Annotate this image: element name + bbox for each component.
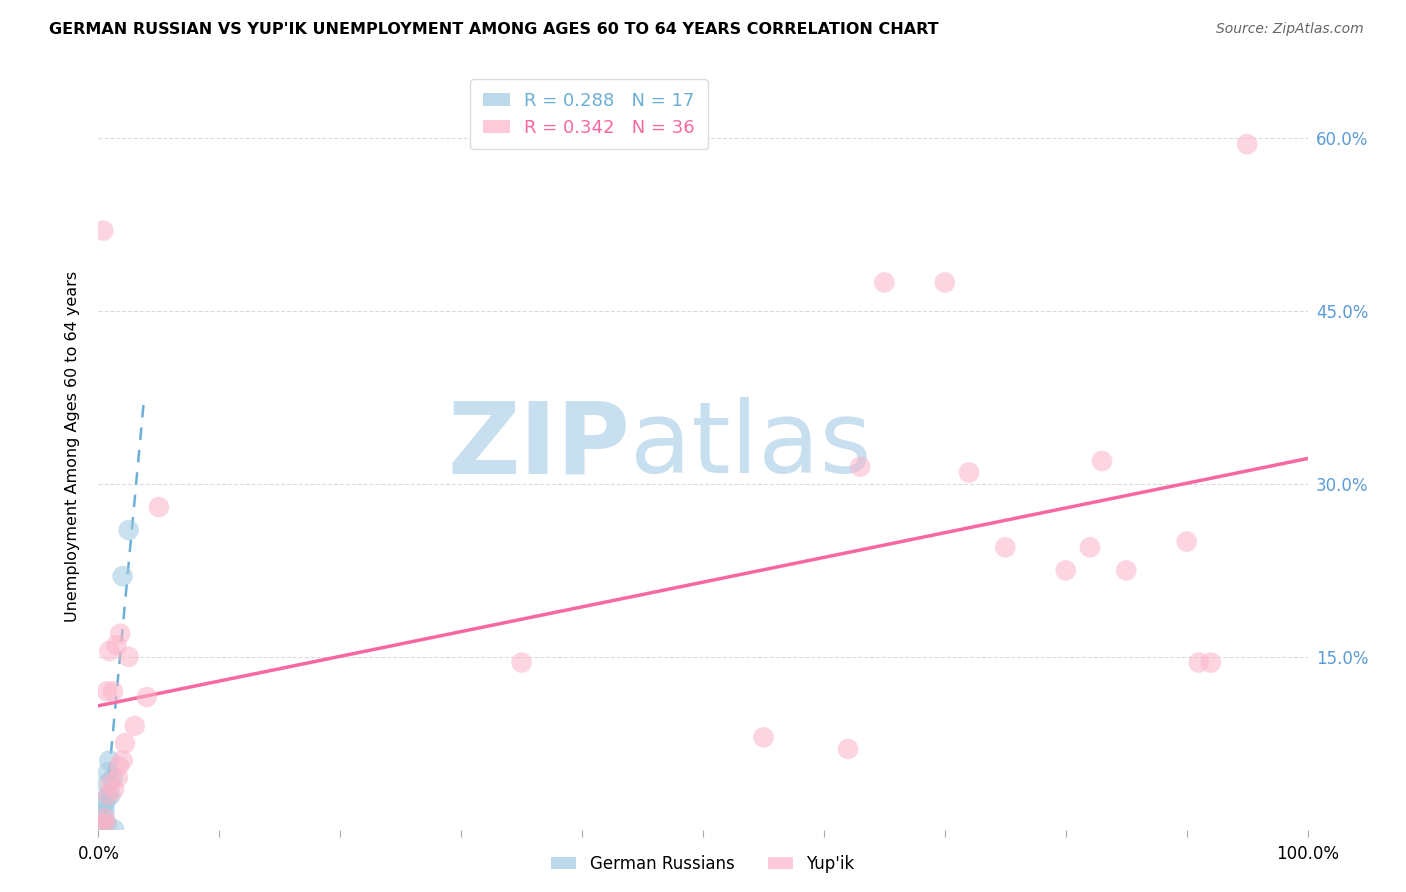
Point: [111, 754, 134, 768]
Point: [994, 541, 1017, 555]
Legend: German Russians, Yup'ik: German Russians, Yup'ik: [546, 848, 860, 880]
Point: [93, 811, 115, 825]
Point: [100, 788, 122, 802]
Point: [118, 649, 141, 664]
Point: [1078, 541, 1101, 555]
Text: ZIP: ZIP: [447, 398, 630, 494]
Point: [510, 656, 533, 670]
Point: [94, 817, 117, 831]
Point: [96, 776, 118, 790]
Point: [934, 276, 956, 290]
Point: [148, 500, 170, 514]
Point: [103, 782, 125, 797]
Point: [93, 799, 115, 814]
Point: [97, 764, 120, 779]
Point: [96, 817, 118, 831]
Point: [108, 626, 131, 640]
Text: Source: ZipAtlas.com: Source: ZipAtlas.com: [1216, 22, 1364, 37]
Point: [96, 684, 118, 698]
Text: atlas: atlas: [630, 398, 872, 494]
Point: [101, 684, 124, 698]
Point: [873, 276, 896, 290]
Point: [91, 224, 114, 238]
Point: [1236, 137, 1258, 152]
Point: [1175, 534, 1198, 549]
Point: [97, 788, 120, 802]
Y-axis label: Unemployment Among Ages 60 to 64 years: Unemployment Among Ages 60 to 64 years: [65, 270, 80, 622]
Point: [752, 731, 775, 745]
Legend: R = 0.288   N = 17, R = 0.342   N = 36: R = 0.288 N = 17, R = 0.342 N = 36: [470, 79, 707, 150]
Point: [91, 817, 114, 831]
Point: [91, 822, 114, 837]
Point: [1115, 563, 1137, 577]
Point: [100, 776, 122, 790]
Point: [1054, 563, 1077, 577]
Point: [98, 644, 121, 658]
Point: [118, 523, 141, 537]
Point: [91, 817, 114, 831]
Point: [124, 719, 146, 733]
Point: [94, 794, 117, 808]
Text: GERMAN RUSSIAN VS YUP'IK UNEMPLOYMENT AMONG AGES 60 TO 64 YEARS CORRELATION CHAR: GERMAN RUSSIAN VS YUP'IK UNEMPLOYMENT AM…: [49, 22, 939, 37]
Point: [849, 459, 872, 474]
Point: [91, 811, 114, 825]
Point: [1199, 656, 1222, 670]
Point: [1091, 454, 1114, 468]
Point: [114, 736, 136, 750]
Point: [1188, 656, 1211, 670]
Point: [107, 771, 129, 785]
Point: [101, 771, 124, 785]
Point: [111, 569, 134, 583]
Point: [93, 805, 115, 820]
Point: [97, 788, 120, 802]
Point: [105, 638, 128, 652]
Point: [837, 742, 859, 756]
Point: [98, 754, 121, 768]
Point: [103, 822, 125, 837]
Point: [108, 759, 131, 773]
Point: [957, 466, 980, 480]
Point: [91, 822, 114, 837]
Point: [135, 690, 157, 705]
